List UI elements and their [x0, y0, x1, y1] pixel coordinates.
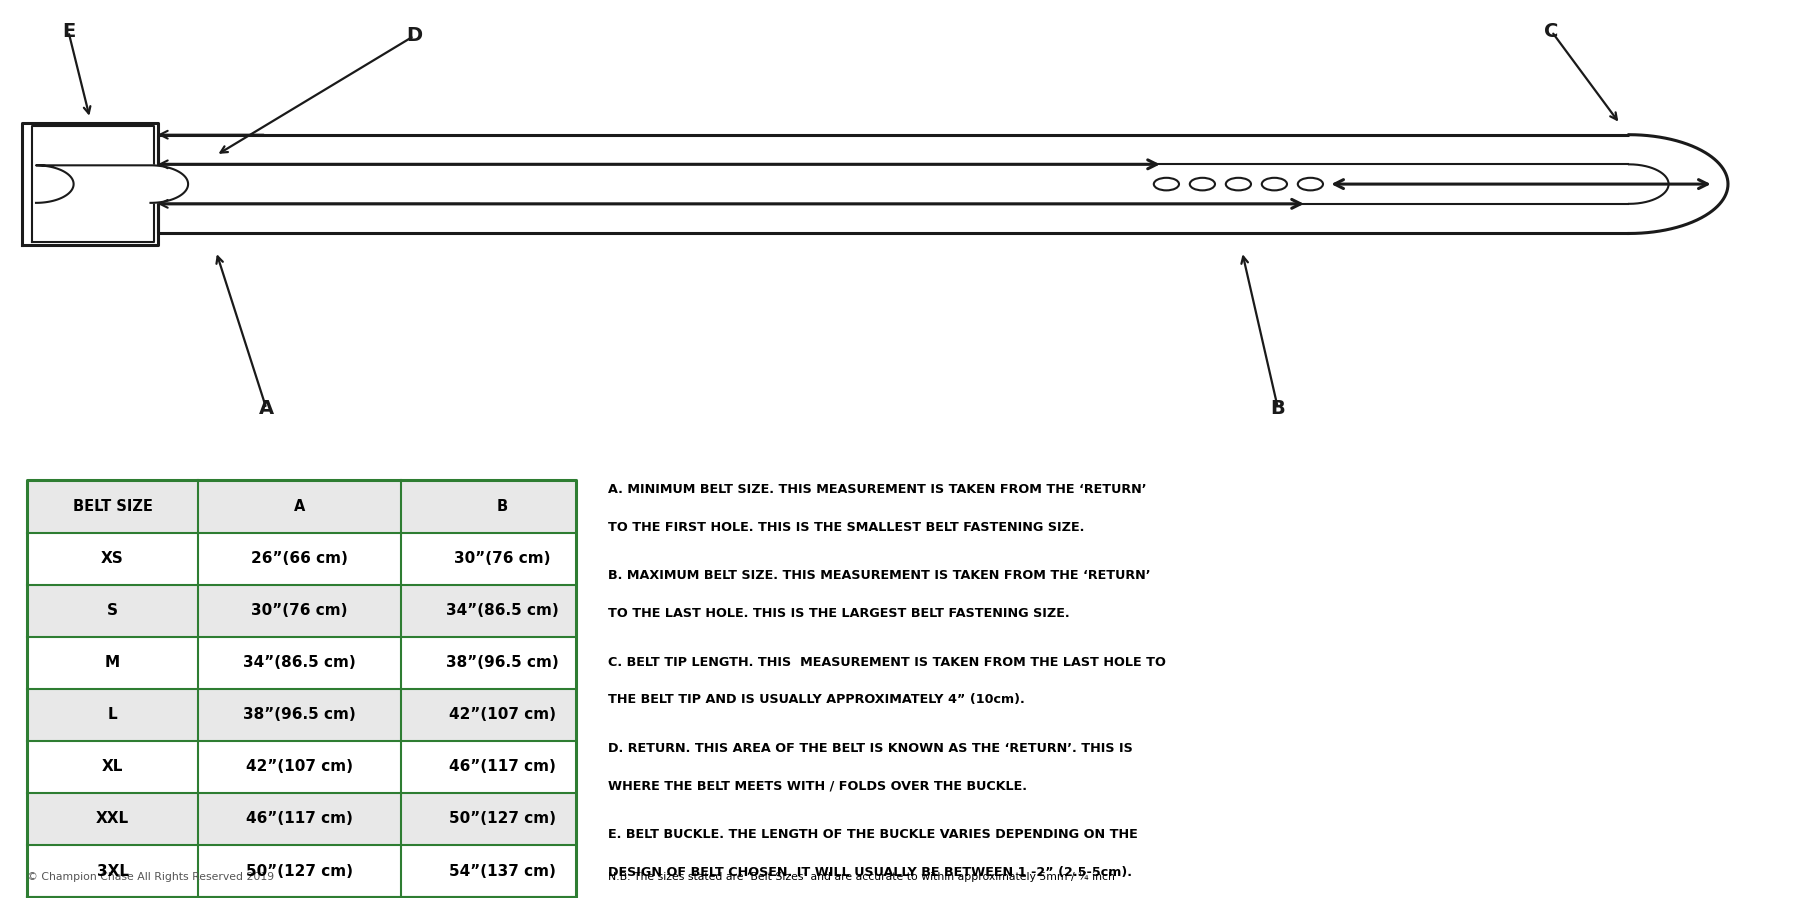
Text: TO THE FIRST HOLE. THIS IS THE SMALLEST BELT FASTENING SIZE.: TO THE FIRST HOLE. THIS IS THE SMALLEST … — [608, 521, 1085, 533]
Bar — [27, 741, 576, 793]
Polygon shape — [36, 165, 187, 203]
Text: E: E — [61, 22, 76, 41]
Text: 30”(76 cm): 30”(76 cm) — [252, 603, 347, 618]
Text: 50”(127 cm): 50”(127 cm) — [247, 864, 353, 878]
Bar — [27, 480, 576, 533]
Text: 42”(107 cm): 42”(107 cm) — [448, 708, 556, 722]
Bar — [27, 533, 576, 585]
Text: A: A — [259, 399, 274, 418]
Text: 54”(137 cm): 54”(137 cm) — [448, 864, 556, 878]
Text: XXL: XXL — [95, 812, 130, 826]
Text: © Champion Chase All Rights Reserved 2019: © Champion Chase All Rights Reserved 201… — [27, 872, 274, 882]
Text: 30”(76 cm): 30”(76 cm) — [454, 551, 551, 566]
Text: 46”(117 cm): 46”(117 cm) — [448, 760, 556, 774]
Text: 34”(86.5 cm): 34”(86.5 cm) — [243, 656, 356, 670]
Text: N.B. The sizes stated are ‘Belt Sizes’ and are accurate to within approximately : N.B. The sizes stated are ‘Belt Sizes’ a… — [608, 872, 1116, 882]
Text: 38”(96.5 cm): 38”(96.5 cm) — [446, 656, 558, 670]
Text: B: B — [497, 499, 508, 514]
Bar — [27, 689, 576, 741]
Text: L: L — [108, 708, 117, 722]
Text: 38”(96.5 cm): 38”(96.5 cm) — [243, 708, 356, 722]
Text: B. MAXIMUM BELT SIZE. THIS MEASUREMENT IS TAKEN FROM THE ‘RETURN’: B. MAXIMUM BELT SIZE. THIS MEASUREMENT I… — [608, 569, 1150, 582]
Text: S: S — [106, 603, 119, 618]
Text: THE BELT TIP AND IS USUALLY APPROXIMATELY 4” (10cm).: THE BELT TIP AND IS USUALLY APPROXIMATEL… — [608, 693, 1026, 706]
Text: D: D — [407, 26, 421, 46]
Text: D. RETURN. THIS AREA OF THE BELT IS KNOWN AS THE ‘RETURN’. THIS IS: D. RETURN. THIS AREA OF THE BELT IS KNOW… — [608, 742, 1134, 754]
Text: C. BELT TIP LENGTH. THIS  MEASUREMENT IS TAKEN FROM THE LAST HOLE TO: C. BELT TIP LENGTH. THIS MEASUREMENT IS … — [608, 656, 1166, 668]
Text: A: A — [293, 499, 306, 514]
Text: 3XL: 3XL — [97, 864, 128, 878]
Text: 42”(107 cm): 42”(107 cm) — [247, 760, 353, 774]
Bar — [27, 585, 576, 637]
Text: 34”(86.5 cm): 34”(86.5 cm) — [446, 603, 558, 618]
Text: XS: XS — [101, 551, 124, 566]
Bar — [27, 845, 576, 897]
Text: A. MINIMUM BELT SIZE. THIS MEASUREMENT IS TAKEN FROM THE ‘RETURN’: A. MINIMUM BELT SIZE. THIS MEASUREMENT I… — [608, 483, 1147, 496]
Text: 26”(66 cm): 26”(66 cm) — [252, 551, 347, 566]
Text: 46”(117 cm): 46”(117 cm) — [247, 812, 353, 826]
Text: C: C — [1544, 22, 1559, 41]
Text: TO THE LAST HOLE. THIS IS THE LARGEST BELT FASTENING SIZE.: TO THE LAST HOLE. THIS IS THE LARGEST BE… — [608, 607, 1069, 620]
Bar — [27, 793, 576, 845]
Text: BELT SIZE: BELT SIZE — [72, 499, 153, 514]
Bar — [27, 637, 576, 689]
Text: 50”(127 cm): 50”(127 cm) — [448, 812, 556, 826]
Text: WHERE THE BELT MEETS WITH / FOLDS OVER THE BUCKLE.: WHERE THE BELT MEETS WITH / FOLDS OVER T… — [608, 779, 1028, 792]
Text: M: M — [104, 656, 121, 670]
Text: E. BELT BUCKLE. THE LENGTH OF THE BUCKLE VARIES DEPENDING ON THE: E. BELT BUCKLE. THE LENGTH OF THE BUCKLE… — [608, 828, 1138, 841]
Text: DESIGN OF BELT CHOSEN. IT WILL USUALLY BE BETWEEN 1 -2” (2.5-5cm).: DESIGN OF BELT CHOSEN. IT WILL USUALLY B… — [608, 866, 1132, 878]
Text: XL: XL — [103, 760, 122, 774]
Text: B: B — [1271, 399, 1285, 418]
